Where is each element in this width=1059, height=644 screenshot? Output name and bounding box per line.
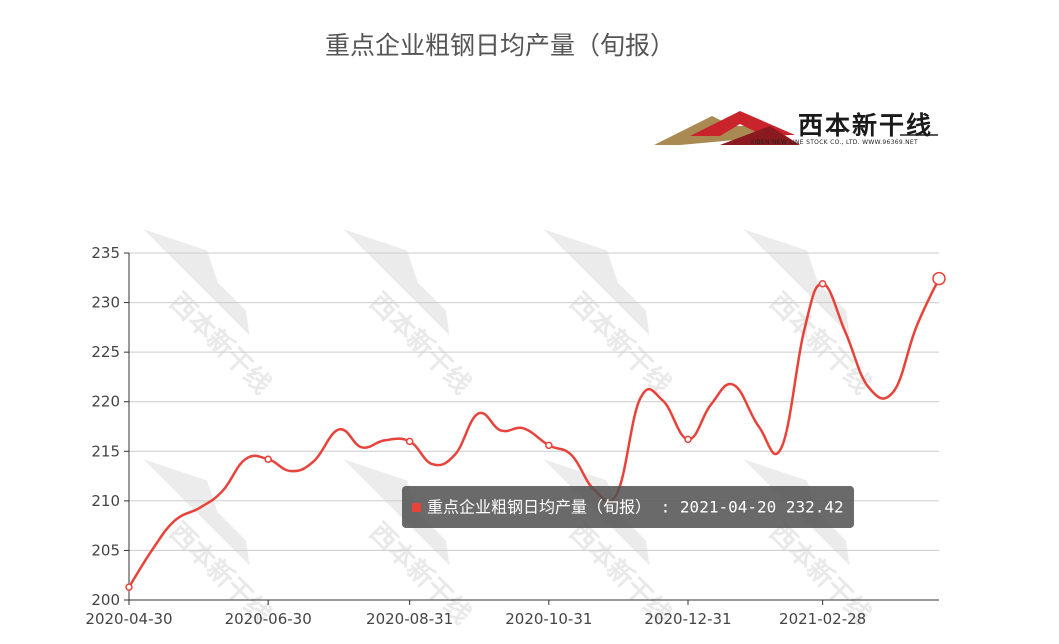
data-point — [125, 583, 133, 591]
x-tick-label: 2020-12-31 — [644, 610, 731, 628]
data-point — [405, 437, 414, 446]
x-tick-label: 2020-10-31 — [505, 610, 592, 628]
x-tick-label: 2021-02-28 — [779, 610, 866, 628]
data-point — [264, 455, 272, 463]
watermark-mountain-icon — [343, 459, 450, 566]
logo-mountain-icon — [654, 111, 938, 145]
watermark: 西本新干线 — [543, 229, 677, 400]
y-tick-label: 200 — [91, 591, 120, 609]
y-tick-label: 205 — [91, 541, 120, 559]
watermark: 西本新干线 — [543, 459, 677, 630]
x-tick-label: 2020-06-30 — [225, 610, 312, 628]
highlighted-data-point — [932, 271, 946, 286]
y-tick-label: 215 — [91, 442, 120, 460]
chart-title: 重点企业粗钢日均产量（旬报） — [324, 31, 675, 60]
grid-lines — [129, 252, 939, 551]
tooltip-series-name: 重点企业粗钢日均产量（旬报） — [427, 497, 652, 517]
y-tick-label: 220 — [91, 393, 120, 411]
y-tick-label: 225 — [91, 343, 120, 361]
watermark-mountain-icon — [143, 229, 250, 336]
watermark: 西本新干线 — [143, 229, 277, 400]
y-tick-label: 230 — [91, 294, 120, 312]
watermark-mountain-icon — [143, 459, 250, 566]
data-tooltip: 重点企业粗钢日均产量（旬报） : 2021-04-20 232.42 — [402, 486, 854, 528]
logo-text: 西本新干线 — [798, 111, 934, 140]
brand-logo: 西本新干线 XIBEN NEW LINE STOCK CO., LTD. WWW… — [650, 102, 950, 162]
x-tick-label: 2020-08-31 — [366, 610, 453, 628]
watermark: 西本新干线 — [343, 229, 477, 400]
tooltip-value: 232.42 — [785, 497, 844, 517]
data-point — [818, 279, 827, 288]
tooltip-series-marker — [412, 503, 421, 512]
tooltip-date: 2021-04-20 — [679, 497, 777, 517]
watermark: 西本新干线 — [743, 459, 877, 630]
x-tick-label: 2020-04-30 — [85, 610, 172, 628]
data-point — [684, 435, 692, 444]
series-layer — [125, 271, 946, 591]
y-tick-label: 235 — [91, 244, 120, 262]
axes: 200 205 210 215 220 225 230 235 2020-04-30 2020-0… — [85, 244, 939, 628]
watermark: 西本新干线 — [143, 459, 277, 630]
y-tick-label: 210 — [91, 492, 120, 510]
logo-subtext: XIBEN NEW LINE STOCK CO., LTD. WWW.96369… — [750, 139, 918, 146]
data-point — [545, 441, 553, 450]
